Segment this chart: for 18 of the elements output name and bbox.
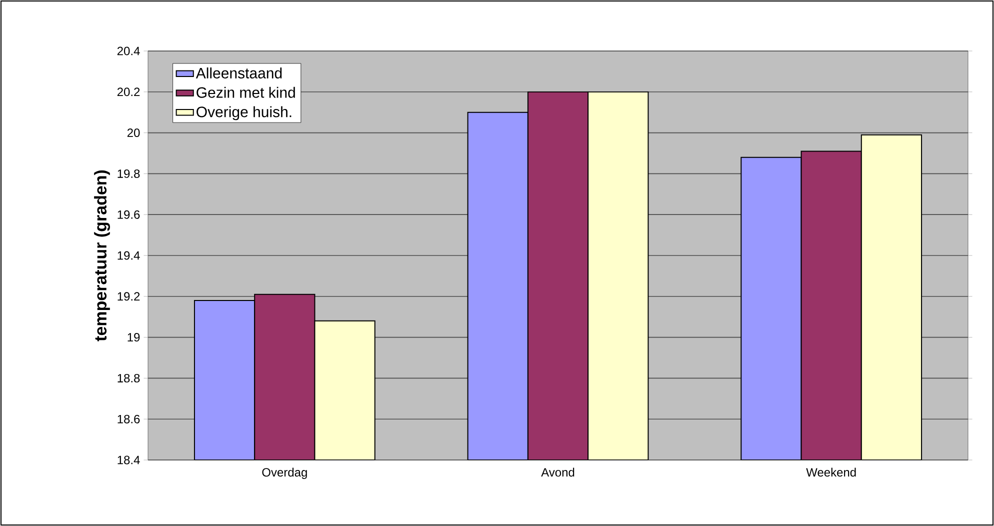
legend-label: Gezin met kind — [196, 86, 295, 98]
y-tick-label: 20 — [127, 128, 140, 138]
y-tick-label: 19 — [128, 333, 140, 342]
x-tick-label: Weekend — [806, 468, 856, 477]
y-tick-label: 20.2 — [117, 88, 140, 96]
y-tick-label: 19.6 — [118, 210, 140, 219]
x-tick-label: Avond — [541, 468, 574, 477]
y-tick-label: 19.2 — [118, 292, 140, 301]
legend-label: Overige huish. — [196, 106, 292, 120]
y-tick-label: 19.4 — [118, 251, 140, 260]
x-tick-label: Overdag — [262, 468, 307, 479]
legend-label: Alleenstaand — [196, 67, 282, 78]
y-tick-label: 20.4 — [117, 46, 140, 56]
y-tick-label: 19.8 — [118, 169, 140, 178]
y-tick-label: 18.6 — [118, 414, 140, 424]
y-tick-label: 18.4 — [118, 456, 140, 464]
y-tick-label: 18.8 — [118, 374, 140, 382]
y-axis-title: temperatuur (graden) — [94, 170, 110, 342]
